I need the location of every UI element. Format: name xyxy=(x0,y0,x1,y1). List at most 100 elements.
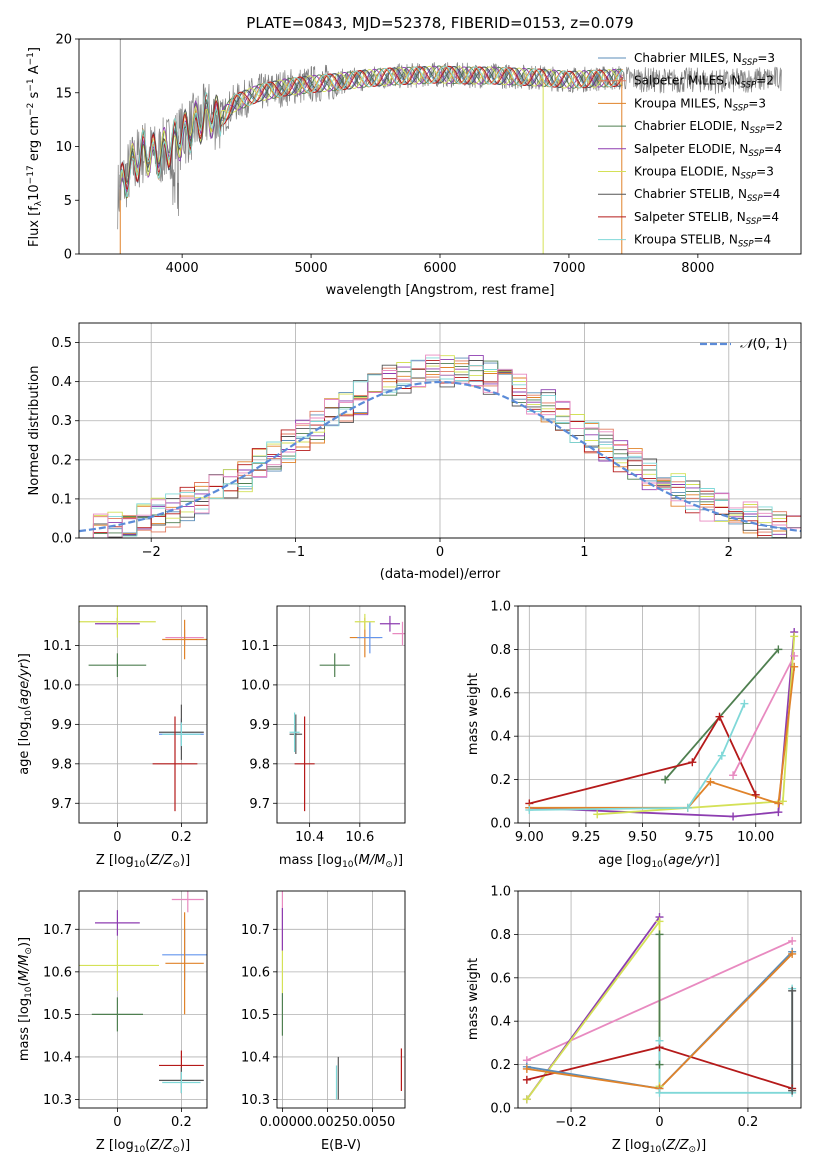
x-tick-label: 9.00 xyxy=(515,830,544,845)
figure-title: PLATE=0843, MJD=52378, FIBERID=0153, z=0… xyxy=(246,14,633,32)
x-tick-label: 8000 xyxy=(681,261,714,276)
y-tick-label: 0.6 xyxy=(490,686,511,701)
x-tick-label: −2 xyxy=(142,545,161,560)
plot-area xyxy=(79,354,801,538)
y-tick-label: 0.8 xyxy=(490,928,511,943)
y-tick-label: 0.4 xyxy=(490,730,511,745)
y-tick-label: 1.0 xyxy=(490,885,511,900)
plot-area xyxy=(529,631,796,818)
y-tick-label: 10.4 xyxy=(43,1050,72,1065)
y-tick-label: 20 xyxy=(55,33,72,48)
weight-line xyxy=(732,655,796,776)
chart-residuals: −2 −1 0 1 2 0.0 0.1 0.2 0.3 0.4 0.5 𝒩(0, 1) (data-mo… xyxy=(27,322,802,582)
y-axis-label: age [log10(age/yr)] xyxy=(17,653,34,775)
weight-line xyxy=(664,648,780,781)
y-axis-label: Normed distribution xyxy=(27,366,42,496)
y-tick-label: 10.7 xyxy=(241,923,270,938)
chart-mass_vs_Z: 0 0.2 10.3 10.4 10.5 10.6 10.7 Z [log10(Z/Z⊙)] m… xyxy=(17,890,208,1155)
y-tick-label: 0.3 xyxy=(51,414,72,429)
legend-label: Kroupa MILES, NSSP=3 xyxy=(634,96,766,113)
x-tick-label: 0 xyxy=(436,545,444,560)
plot-area xyxy=(526,916,794,1100)
x-axis-label: mass [log10(M/M⊙)] xyxy=(279,853,403,870)
y-tick-label: 10.3 xyxy=(43,1093,72,1108)
legend-label: Chabrier STELIB, NSSP=4 xyxy=(634,187,780,204)
legend-label: Salpeter ELODIE, NSSP=4 xyxy=(634,142,782,159)
chart-mass_vs_ebv: 0.0000 0.0025 0.0050 10.3 10.4 10.5 10.6 10.7 E(… xyxy=(241,890,406,1153)
legend-label: Kroupa STELIB, NSSP=4 xyxy=(634,233,771,250)
y-tick-label: 10.1 xyxy=(241,639,270,654)
legend-label: Chabrier MILES, NSSP=3 xyxy=(634,51,775,68)
x-axis-label: (data-model)/error xyxy=(380,567,501,582)
y-tick-label: 9.9 xyxy=(249,718,270,733)
x-axis-label: Z [log10(Z/Z⊙)] xyxy=(612,1138,706,1155)
y-tick-label: 1.0 xyxy=(490,600,511,615)
axes-frame xyxy=(78,890,208,1109)
y-tick-label: 0.8 xyxy=(490,643,511,658)
y-tick-label: 10.3 xyxy=(241,1093,270,1108)
y-tick-label: 9.7 xyxy=(51,797,72,812)
x-tick-label: 0 xyxy=(113,1115,121,1130)
y-axis-label: mass weight xyxy=(466,673,481,755)
weight-line xyxy=(529,666,796,809)
normal-curve xyxy=(79,380,801,533)
axes-frame xyxy=(78,605,208,824)
y-tick-label: 9.7 xyxy=(249,797,270,812)
y-axis-label: mass [log10(M/M⊙)] xyxy=(17,937,34,1061)
y-tick-label: 0.6 xyxy=(490,971,511,986)
axes-frame xyxy=(78,38,802,255)
chart-spectrum: 4000 5000 6000 7000 8000 0 5 10 15 20 Chabrier MIL… xyxy=(26,33,802,298)
y-tick-label: 10.7 xyxy=(43,923,72,938)
y-tick-label: 9.9 xyxy=(51,718,72,733)
spectrum-model-line xyxy=(119,66,623,184)
x-tick-label: 9.50 xyxy=(628,830,657,845)
y-tick-label: 9.8 xyxy=(51,757,72,772)
y-tick-label: 10.0 xyxy=(241,678,270,693)
x-tick-label: 0.0000 xyxy=(260,1115,306,1130)
x-tick-label: 0.2 xyxy=(738,1115,759,1130)
y-tick-label: 0.5 xyxy=(51,336,72,351)
y-tick-label: 10.4 xyxy=(241,1050,270,1065)
plot-area xyxy=(79,606,207,812)
spectrum-model-line xyxy=(119,65,623,197)
x-tick-label: 10.6 xyxy=(345,830,374,845)
legend-label: Salpeter STELIB, NSSP=4 xyxy=(634,210,779,227)
y-tick-label: 10.1 xyxy=(43,639,72,654)
x-axis-label: age [log10(age/yr)] xyxy=(598,853,720,870)
histogram-line xyxy=(79,354,801,538)
y-tick-label: 15 xyxy=(55,86,72,101)
y-tick-label: 10.6 xyxy=(43,965,72,980)
axes-frame xyxy=(276,605,406,824)
y-tick-label: 0.0 xyxy=(490,1102,511,1117)
plot-area xyxy=(117,39,782,254)
x-tick-label: −1 xyxy=(286,545,305,560)
weight-line xyxy=(529,714,757,805)
axes-frame xyxy=(517,890,802,1109)
y-tick-label: 0.2 xyxy=(490,1058,511,1073)
y-axis-label: Flux [fλ10−17 erg cm−2 s−1 A−1] xyxy=(26,47,44,247)
x-tick-label: 9.75 xyxy=(685,830,714,845)
chart-age_vs_mass: 10.4 10.6 9.7 9.8 9.9 10.0 10.1 mass [log10(M/M… xyxy=(241,605,406,870)
x-axis-label: Z [log10(Z/Z⊙)] xyxy=(96,853,190,870)
x-tick-label: 0 xyxy=(655,1115,663,1130)
y-tick-label: 5 xyxy=(64,194,72,209)
y-tick-label: 0.0 xyxy=(490,817,511,832)
y-tick-label: 9.8 xyxy=(249,757,270,772)
x-tick-label: 6000 xyxy=(423,261,456,276)
y-tick-label: 0.2 xyxy=(51,453,72,468)
x-tick-label: 5000 xyxy=(295,261,328,276)
x-tick-label: 0.0050 xyxy=(350,1115,396,1130)
x-axis-label: wavelength [Angstrom, rest frame] xyxy=(326,283,555,298)
chart-weight_vs_Z: −0.2 0 0.2 0.0 0.2 0.4 0.6 0.8 1.0 Z [log10(Z/Z⊙)… xyxy=(466,885,802,1155)
legend-label: Chabrier ELODIE, NSSP=2 xyxy=(634,119,783,136)
x-tick-label: −0.2 xyxy=(555,1115,587,1130)
plot-area xyxy=(289,613,405,812)
axes-frame xyxy=(517,605,802,824)
x-tick-label: 1 xyxy=(580,545,588,560)
x-tick-label: 7000 xyxy=(552,261,585,276)
legend-label: Kroupa ELODIE, NSSP=3 xyxy=(634,165,774,182)
x-tick-label: 0 xyxy=(113,830,121,845)
legend: Chabrier MILES, NSSP=3 Salpeter MILES, NS… xyxy=(598,51,783,250)
x-tick-label: 9.25 xyxy=(571,830,600,845)
x-tick-label: 10.4 xyxy=(295,830,324,845)
